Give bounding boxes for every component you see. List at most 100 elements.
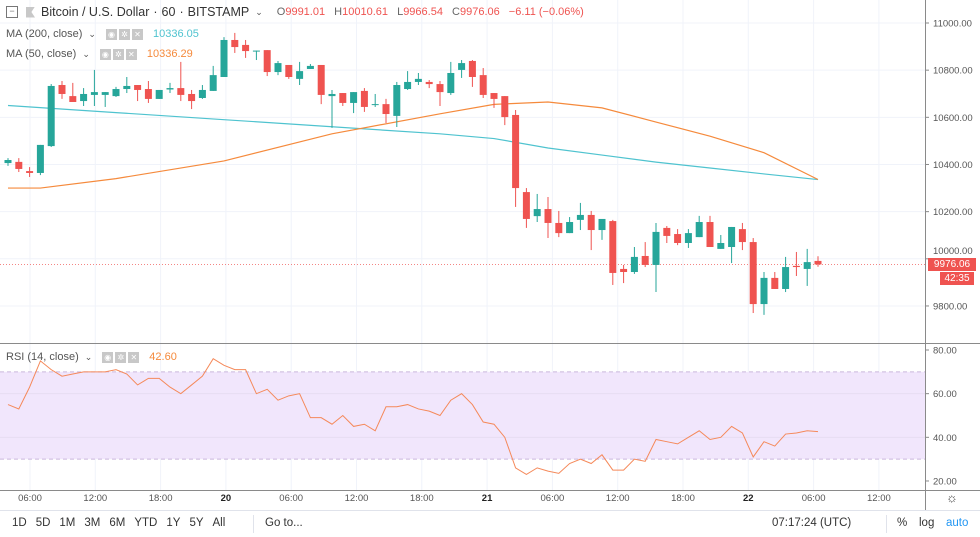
time-axis-label: 06:00	[802, 493, 826, 504]
exchange[interactable]: BITSTAMP	[187, 5, 250, 19]
ma50-legend[interactable]: MA (50, close) ⌄ ◉ ✲ ✕ 10336.29	[6, 48, 193, 60]
chevron-down-icon[interactable]: ⌄	[255, 6, 263, 17]
rsi-legend[interactable]: RSI (14, close) ⌄ ◉ ✲ ✕ 42.60	[6, 351, 177, 363]
range-5y[interactable]: 5Y	[189, 517, 204, 529]
candle-body	[101, 92, 109, 95]
rsi-axis-label: 20.00	[933, 476, 957, 487]
candle-body	[306, 65, 314, 69]
candle-body	[749, 242, 757, 305]
chevron-down-icon[interactable]: ⌄	[88, 28, 96, 39]
candle-body	[252, 50, 260, 52]
candle-body	[630, 256, 638, 273]
price-axis-label: 10400.00	[933, 160, 973, 171]
price-axis-label: 10600.00	[933, 113, 973, 124]
range-1m[interactable]: 1M	[59, 517, 76, 529]
candle-body	[414, 78, 422, 82]
candle-body	[144, 89, 152, 99]
rsi-axis-label: 40.00	[933, 433, 957, 444]
candle-body	[609, 221, 617, 273]
candle-body	[296, 71, 304, 79]
log-toggle[interactable]: log	[919, 517, 935, 529]
rsi-value: 42.60	[149, 351, 177, 363]
chevron-down-icon[interactable]: ⌄	[82, 48, 90, 59]
range-all[interactable]: All	[212, 517, 226, 529]
candle-body	[90, 92, 98, 95]
last-price-label: 9976.06	[928, 258, 976, 271]
ma200-label[interactable]: MA (200, close)	[6, 28, 83, 40]
candle-body	[188, 93, 196, 102]
candle-body	[436, 84, 444, 93]
time-axis-label: 18:00	[671, 493, 695, 504]
chart-canvas[interactable]: 11000.00 10800.00 10600.00 10400.00 10200.00…	[0, 0, 980, 510]
separator-dot: ·	[153, 5, 158, 19]
candle-body	[4, 159, 12, 164]
candle-body	[598, 218, 606, 231]
countdown-label: 42:35	[940, 272, 974, 285]
range-1d[interactable]: 1D	[12, 517, 27, 529]
auto-toggle[interactable]: auto	[946, 517, 969, 529]
candle-body	[555, 222, 563, 234]
open-label: O	[276, 6, 286, 18]
candle-body	[317, 64, 325, 95]
candle-body	[166, 88, 174, 90]
candle-body	[490, 93, 498, 99]
chevron-down-icon[interactable]: ⌄	[84, 351, 93, 362]
change-value: −6.11 (−0.06%)	[508, 6, 584, 18]
candle-body	[641, 255, 649, 265]
range-1y[interactable]: 1Y	[166, 517, 181, 529]
candle-body	[404, 81, 412, 90]
time-axis-label: 20	[221, 493, 232, 504]
candle-body	[576, 214, 584, 220]
candle-body	[447, 72, 455, 94]
ma50-label[interactable]: MA (50, close)	[6, 48, 77, 60]
eye-icon[interactable]: ◉	[105, 28, 117, 40]
candle-body	[512, 114, 520, 189]
range-ytd[interactable]: YTD	[134, 517, 158, 529]
ma200-legend[interactable]: MA (200, close) ⌄ ◉ ✲ ✕ 10336.05	[6, 28, 199, 40]
time-axis-label: 18:00	[149, 493, 173, 504]
candle-body	[198, 89, 206, 98]
candle-body	[242, 44, 250, 52]
candle-body	[112, 89, 120, 97]
interval[interactable]: 60	[161, 5, 176, 19]
rsi-label[interactable]: RSI (14, close)	[6, 351, 79, 363]
eye-icon[interactable]: ◉	[99, 48, 111, 60]
rsi-axis-label: 80.00	[933, 346, 957, 357]
candle-body	[652, 231, 660, 265]
candle-body	[123, 85, 131, 90]
time-axis-label: 12:00	[345, 493, 369, 504]
price-axis-label: 10000.00	[933, 246, 973, 257]
eye-icon[interactable]: ◉	[102, 351, 114, 363]
goto-button[interactable]: Go to...	[265, 517, 303, 529]
time-axis-label: 12:00	[867, 493, 891, 504]
candle-body	[458, 63, 466, 70]
clock[interactable]: 07:17:24 (UTC)	[772, 517, 852, 529]
symbol-name[interactable]: Bitcoin / U.S. Dollar	[41, 5, 150, 19]
time-axis-label: 06:00	[279, 493, 303, 504]
close-icon[interactable]: ✕	[128, 351, 140, 363]
candle-body	[231, 39, 239, 48]
close-icon[interactable]: ✕	[131, 28, 143, 40]
ma200-value: 10336.05	[152, 28, 199, 40]
divider	[253, 515, 254, 533]
settings-gear-icon[interactable]: ☼	[946, 490, 958, 505]
candle-body	[328, 93, 336, 97]
gear-icon[interactable]: ✲	[112, 48, 124, 60]
range-5d[interactable]: 5D	[35, 517, 51, 529]
candle-body	[15, 161, 23, 169]
candle-body	[803, 262, 811, 269]
candle-body	[533, 209, 541, 217]
ma50-line	[8, 101, 819, 189]
close-icon[interactable]: ✕	[125, 48, 137, 60]
candle-body	[479, 75, 487, 95]
range-6m[interactable]: 6M	[109, 517, 126, 529]
time-axis-label: 22	[743, 493, 754, 504]
open-value: 9991.01	[285, 6, 326, 18]
range-3m[interactable]: 3M	[84, 517, 101, 529]
gear-icon[interactable]: ✲	[115, 351, 127, 363]
percent-toggle[interactable]: %	[897, 517, 908, 529]
ohlc-values: O9991.01 H10010.61 L9966.54 C9976.06 −6.…	[277, 6, 590, 18]
collapse-icon[interactable]: −	[6, 6, 18, 18]
candle-body	[728, 226, 736, 248]
gear-icon[interactable]: ✲	[118, 28, 130, 40]
